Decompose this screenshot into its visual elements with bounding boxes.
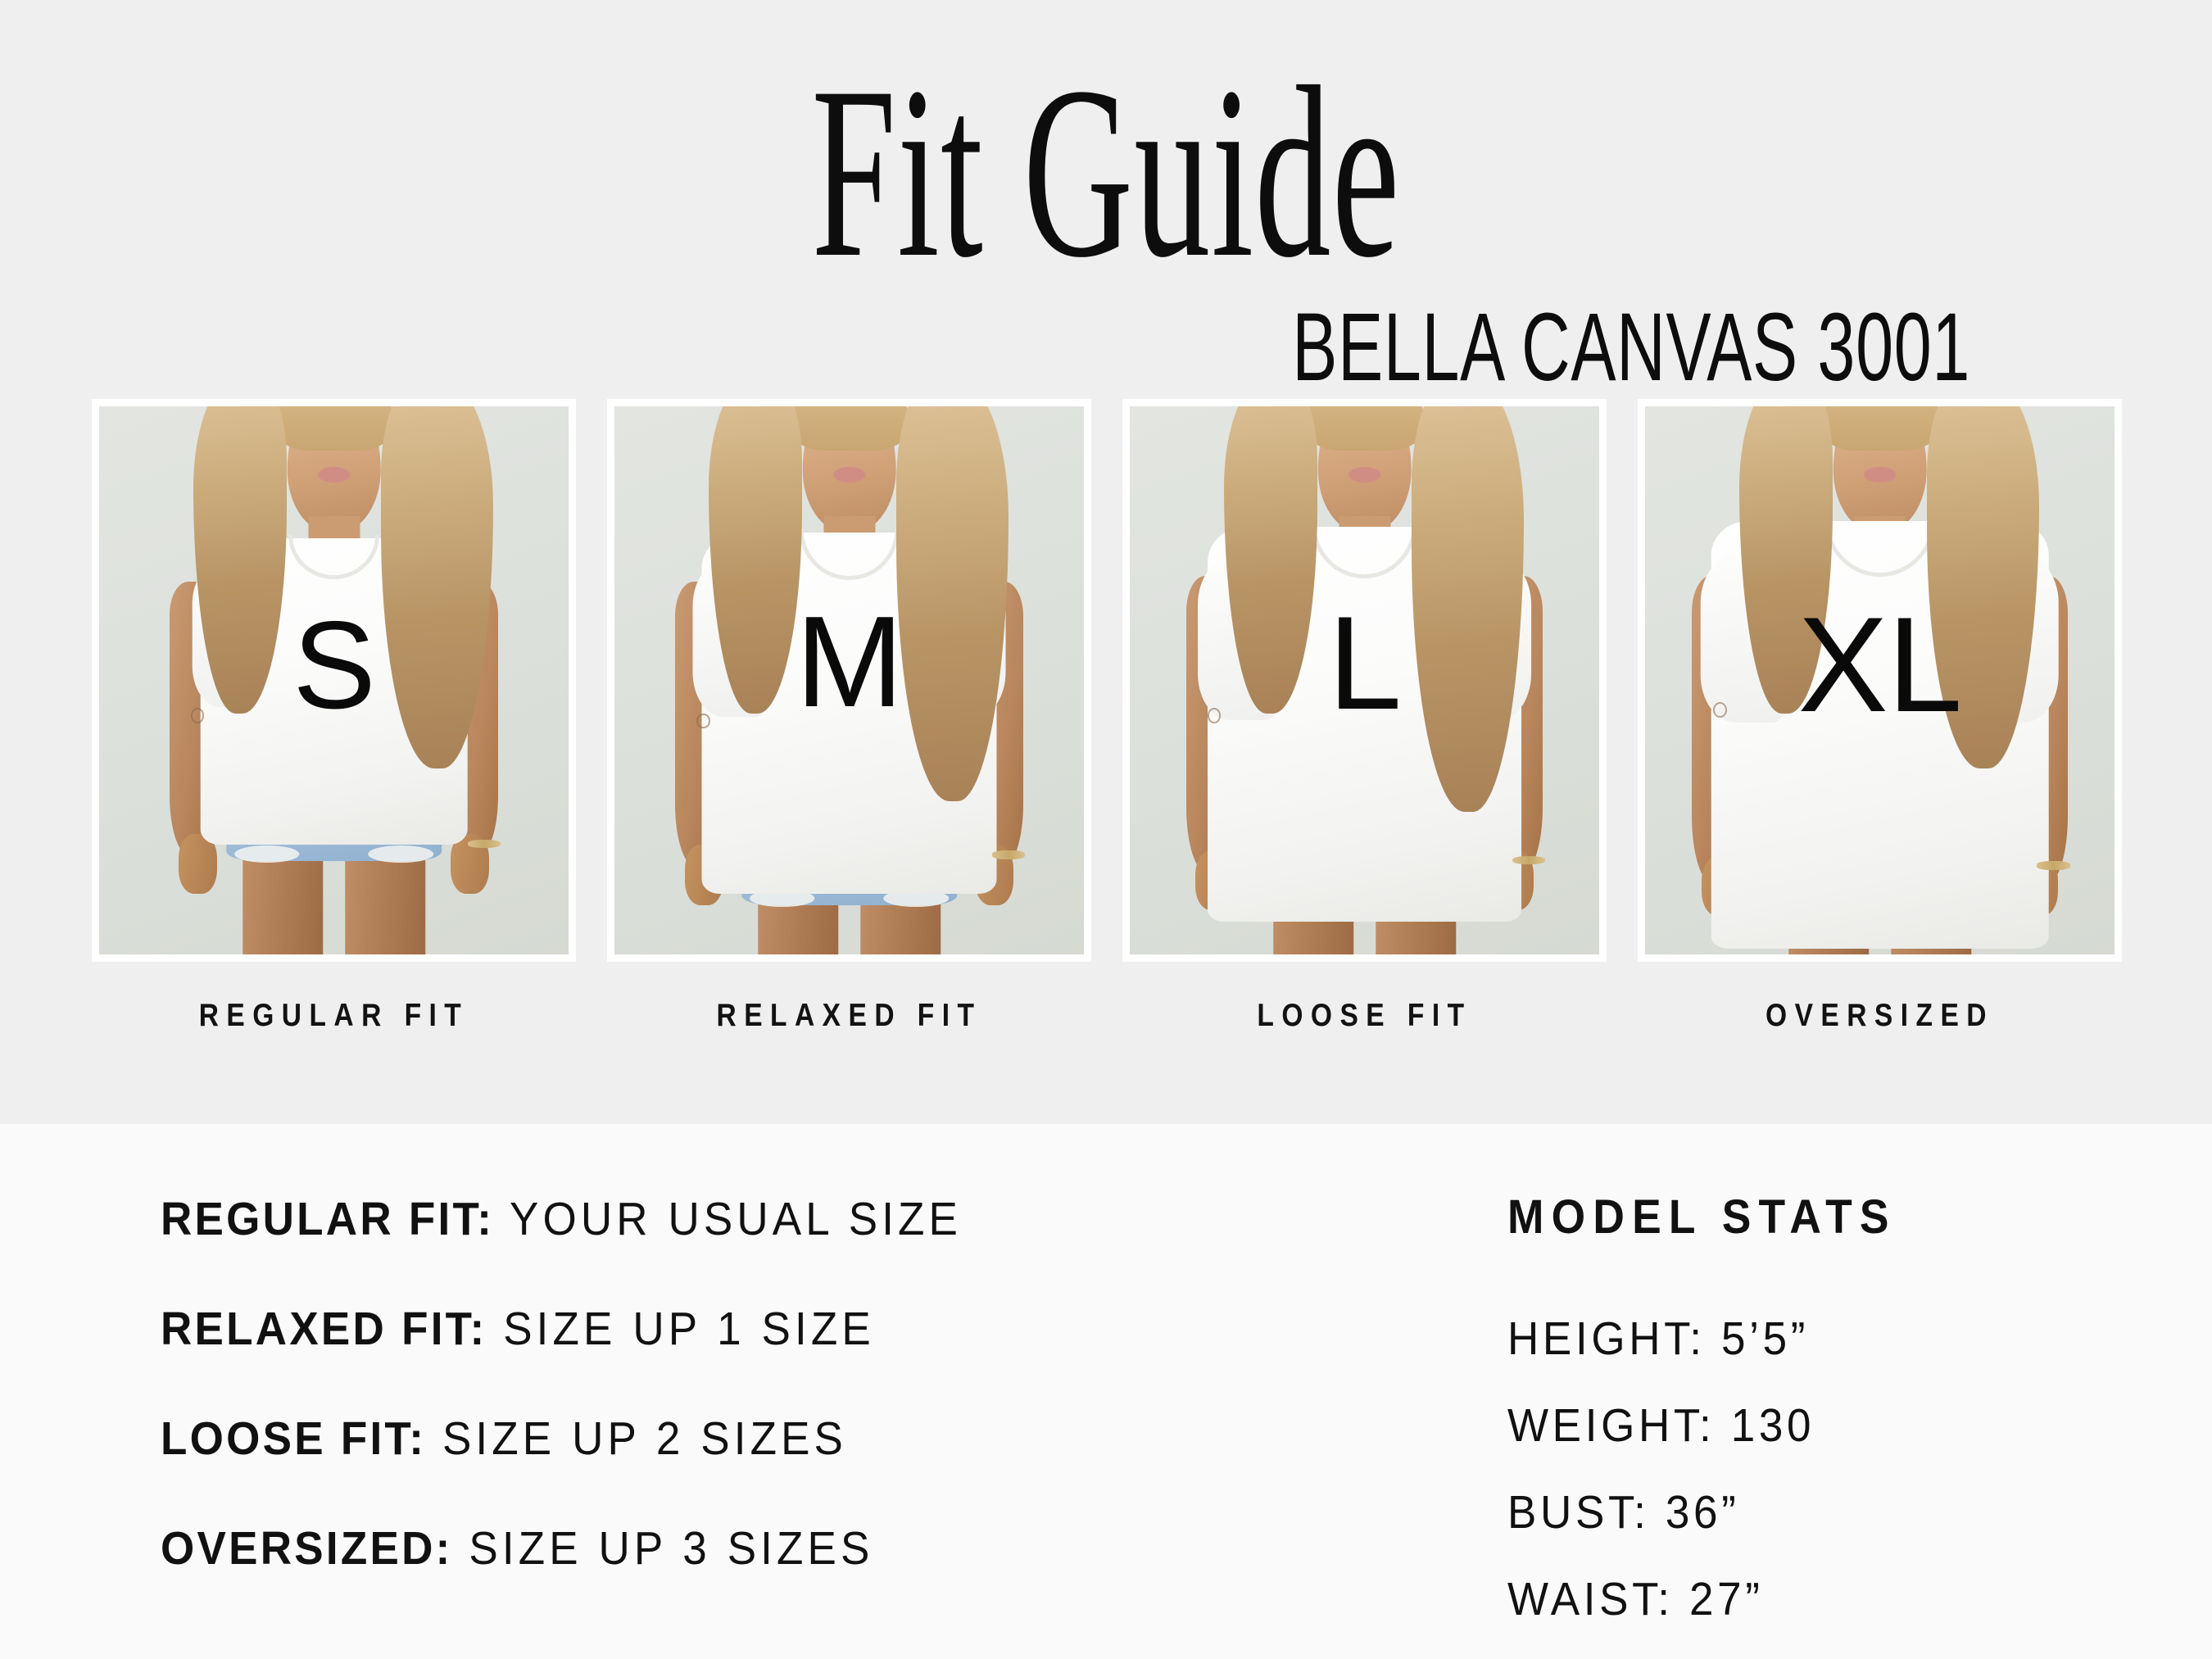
fit-label-loose: LOOSE FIT	[1257, 998, 1472, 1033]
photo-frame: L	[1122, 399, 1607, 962]
shirt-collar	[288, 534, 380, 579]
model-stat-height: HEIGHT: 5’5”	[1507, 1312, 1810, 1365]
bracelet	[992, 850, 1026, 859]
hair-top	[788, 406, 910, 451]
fit-term: REGULAR FIT:	[161, 1193, 495, 1245]
photo-frame: XL	[1638, 399, 2122, 962]
shirt-collar	[1823, 517, 1937, 578]
photo-cell-oversized[interactable]: XL OVERSIZED	[1638, 399, 2122, 1034]
hair-top	[1303, 406, 1426, 451]
size-letter: XL	[1797, 588, 1963, 740]
fit-desc: SIZE UP 3 SIZES	[452, 1522, 874, 1575]
fit-term: OVERSIZED:	[161, 1522, 453, 1575]
fit-description-row: RELAXED FIT: SIZE UP 1 SIZE	[161, 1306, 1227, 1353]
fit-desc: SIZE UP 1 SIZE	[487, 1303, 875, 1355]
hair-right	[895, 406, 1009, 801]
fit-desc: YOUR USUAL SIZE	[494, 1193, 963, 1245]
model-stats-title: MODEL STATS	[1507, 1190, 1897, 1244]
fit-term: LOOSE FIT:	[161, 1412, 427, 1465]
model-photo-relaxed: M	[614, 406, 1084, 954]
model-stat-weight: WEIGHT: 130	[1507, 1399, 1815, 1452]
tattoo-arm	[1713, 702, 1727, 718]
fit-label-regular: REGULAR FIT	[198, 998, 469, 1033]
lips	[1349, 466, 1380, 483]
fit-term: RELAXED FIT:	[161, 1303, 487, 1355]
photo-cell-loose[interactable]: L LOOSE FIT	[1122, 399, 1607, 1034]
fit-description-row: OVERSIZED: SIZE UP 3 SIZES	[161, 1525, 1227, 1572]
photo-frame: S	[92, 399, 576, 962]
hair-right	[1411, 406, 1525, 813]
model-photo-oversized: XL	[1645, 406, 2115, 954]
hair-right	[380, 406, 494, 768]
hair-left	[708, 406, 803, 714]
lips	[318, 466, 350, 483]
fit-description-row: LOOSE FIT: SIZE UP 2 SIZES	[161, 1416, 1227, 1462]
model-photo-regular: S	[99, 406, 569, 954]
model-photo-loose: L	[1130, 406, 1599, 954]
lips	[833, 466, 865, 483]
header-section: Fit Guide BELLA CANVAS 3001	[92, 36, 2122, 1034]
shirt-collar	[799, 528, 900, 580]
fit-description-row: REGULAR FIT: YOUR USUAL SIZE	[161, 1196, 1227, 1243]
bracelet	[467, 839, 501, 849]
bracelet	[1512, 855, 1546, 865]
fit-label-oversized: OVERSIZED	[1766, 998, 1994, 1033]
hair-top	[273, 406, 395, 451]
tattoo-arm	[190, 707, 205, 723]
size-letter: M	[796, 589, 904, 734]
tattoo-arm	[1207, 707, 1222, 723]
shirt-collar	[1312, 523, 1417, 578]
size-letter: L	[1327, 588, 1402, 737]
photo-row: S REGULAR FIT	[92, 399, 2122, 1034]
hair-left	[1223, 406, 1318, 714]
page-title: Fit Guide	[811, 36, 1401, 308]
photo-cell-relaxed[interactable]: M RELAXED FIT	[607, 399, 1091, 1034]
photo-frame: M	[607, 399, 1091, 962]
lips	[1864, 466, 1896, 483]
product-subtitle: BELLA CANVAS 3001	[1292, 293, 1970, 401]
hair-left	[193, 406, 288, 714]
model-stats-block: MODEL STATS HEIGHT: 5’5” WEIGHT: 130 BUS…	[1507, 1190, 2130, 1659]
size-letter: S	[292, 596, 375, 736]
fit-desc: SIZE UP 2 SIZES	[426, 1412, 848, 1465]
hair-top	[1819, 406, 1941, 451]
fit-label-relaxed: RELAXED FIT	[716, 998, 982, 1033]
hair-right	[1926, 406, 2040, 768]
tattoo-arm	[696, 713, 710, 729]
fit-description-list: REGULAR FIT: YOUR USUAL SIZE RELAXED FIT…	[161, 1196, 1308, 1635]
photo-cell-regular[interactable]: S REGULAR FIT	[92, 399, 576, 1034]
hair-left	[1738, 406, 1834, 714]
model-stat-waist: WAIST: 27”	[1507, 1573, 1764, 1625]
model-stat-bust: BUST: 36”	[1507, 1486, 1740, 1539]
info-section: REGULAR FIT: YOUR USUAL SIZE RELAXED FIT…	[0, 1124, 2212, 1659]
bracelet	[2037, 861, 2070, 870]
